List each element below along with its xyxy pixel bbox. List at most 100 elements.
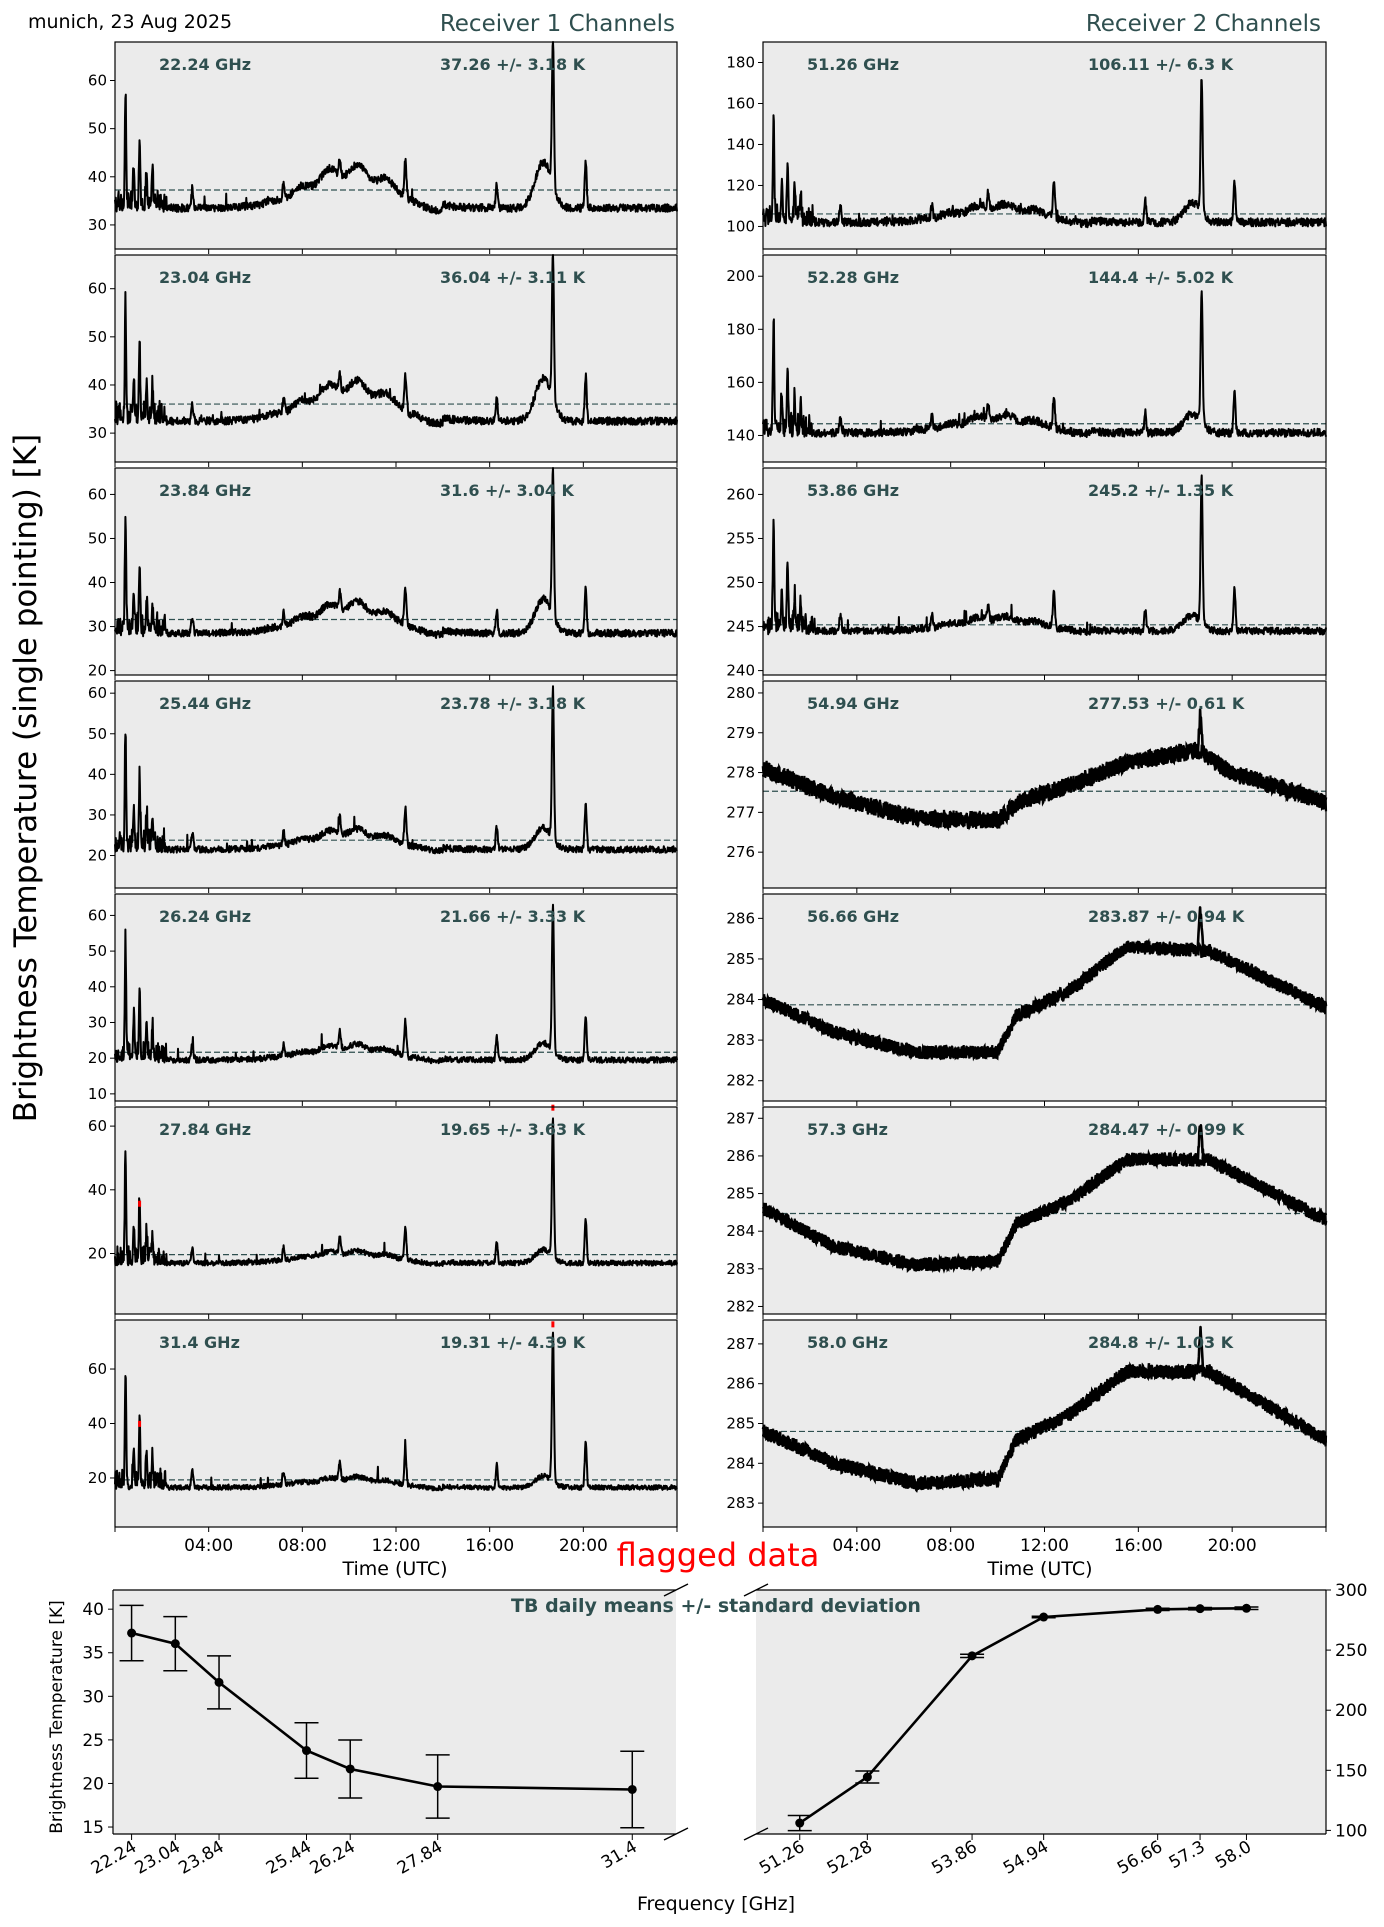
panel-22-24-ghz: 30 40 50 60 22.24 GHz 37.26 +/- 3.18 K: [88, 41, 678, 254]
summary-left-y-tick-label: 25: [82, 1731, 104, 1751]
y-tick-label: 40: [88, 168, 107, 186]
summary-right-y-tick-label: 150: [1335, 1761, 1367, 1781]
y-tick-label: 286: [726, 909, 755, 927]
y-tick-label: 240: [726, 662, 755, 680]
series-line: [114, 254, 678, 428]
y-tick-label: 30: [88, 618, 107, 636]
summary-left-point: [433, 1782, 443, 1792]
y-tick-label: 60: [88, 485, 107, 503]
x-tick-label: 20:00: [559, 1536, 608, 1556]
y-tick-label: 50: [88, 725, 107, 743]
summary-right-point: [795, 1818, 805, 1828]
series-line: [114, 685, 678, 855]
y-tick-label: 282: [726, 1297, 755, 1315]
y-tick-label: 260: [726, 485, 755, 503]
y-tick-label: 283: [726, 1260, 755, 1278]
x-tick-label: 04:00: [832, 1536, 881, 1556]
series-line: [762, 474, 1327, 636]
stat-annotation: 106.11 +/- 6.3 K: [1088, 55, 1234, 74]
x-tick-label: 04:00: [184, 1536, 233, 1556]
location-date-label: munich, 23 Aug 2025: [28, 11, 232, 33]
summary-left-y-tick-label: 35: [82, 1644, 104, 1664]
summary-right-background: [756, 1590, 1326, 1834]
y-tick-label: 30: [88, 216, 107, 234]
freq-annotation: 53.86 GHz: [807, 481, 899, 500]
series-line: [114, 467, 678, 639]
panel-54-94-ghz: 276 277 278 279 280 54.94 GHz 277.53 +/- 0.61 …: [726, 680, 1328, 893]
series-line: [114, 1331, 678, 1492]
stat-annotation: 19.31 +/- 4.39 K: [440, 1333, 586, 1352]
summary-right-x-tick-label: 58.0: [1212, 1837, 1255, 1873]
summary-right-point: [862, 1772, 872, 1782]
y-tick-label: 286: [726, 1147, 755, 1165]
summary-right-point: [967, 1651, 977, 1661]
summary-left-x-tick-label: 25.44: [263, 1837, 315, 1879]
y-tick-label: 277: [726, 803, 755, 821]
freq-annotation: 25.44 GHz: [159, 694, 251, 713]
summary-right-point: [1195, 1604, 1205, 1614]
y-tick-label: 20: [88, 1244, 107, 1262]
freq-annotation: 22.24 GHz: [159, 55, 251, 74]
x-tick-label: 12:00: [372, 1536, 421, 1556]
stat-annotation: 19.65 +/- 3.63 K: [440, 1120, 586, 1139]
summary-left-y-tick-label: 40: [82, 1600, 104, 1620]
flagged-marker: [551, 1104, 555, 1111]
panel-26-24-ghz: 10 20 30 40 50 60 26.24 GHz 21.66 +/- 3.33 K: [88, 893, 678, 1106]
y-tick-label: 40: [88, 978, 107, 996]
panel-58-0-ghz: 283 284 285 286 287 04:00 08:00 12:00 16:00 20:00…: [726, 1319, 1328, 1556]
y-tick-label: 276: [726, 843, 755, 861]
y-tick-label: 283: [726, 1494, 755, 1512]
y-tick-label: 20: [88, 662, 107, 680]
y-tick-label: 140: [726, 135, 755, 153]
panel-background: [115, 255, 677, 462]
summary-right-y-tick-label: 300: [1335, 1581, 1367, 1601]
y-tick-label: 60: [88, 280, 107, 298]
y-tick-label: 20: [88, 1049, 107, 1067]
flagged-marker: [551, 1321, 555, 1328]
summary-left-point: [214, 1677, 224, 1687]
y-tick-label: 120: [726, 176, 755, 194]
series-band: [761, 740, 1328, 832]
panel-23-84-ghz: 20 30 40 50 60 23.84 GHz 31.6 +/- 3.04 K: [88, 467, 678, 680]
panel-background: [115, 1107, 677, 1314]
summary-right-y-tick-label: 100: [1335, 1821, 1367, 1841]
flagged-marker: [138, 1200, 142, 1207]
y-tick-label: 180: [726, 53, 755, 71]
series-line: [762, 79, 1327, 229]
summary-left-point: [627, 1784, 637, 1794]
flagged-data-legend: flagged data: [617, 1536, 820, 1574]
freq-annotation: 52.28 GHz: [807, 268, 899, 287]
panel-27-84-ghz: 20 40 60 27.84 GHz 19.65 +/- 3.63 K: [88, 1104, 678, 1319]
y-tick-label: 250: [726, 574, 755, 592]
x-tick-label: 20:00: [1208, 1536, 1257, 1556]
y-tick-label: 40: [88, 765, 107, 783]
y-tick-label: 278: [726, 764, 755, 782]
summary-right-point: [1153, 1604, 1163, 1614]
y-tick-label: 30: [88, 806, 107, 824]
x-tick-label: 12:00: [1020, 1536, 1069, 1556]
panel-background: [115, 681, 677, 888]
y-tick-label: 280: [726, 684, 755, 702]
flagged-marker: [138, 1420, 142, 1427]
rx1-x-axis-label: Time (UTC): [341, 1558, 447, 1580]
y-tick-label: 40: [88, 1181, 107, 1199]
receiver1-title: Receiver 1 Channels: [440, 11, 675, 37]
series-band: [761, 1148, 1328, 1274]
summary-left-point: [127, 1628, 137, 1638]
summary-left-x-tick-label: 22.24: [88, 1837, 140, 1879]
axis-break-mark: [663, 1827, 689, 1841]
summary-right-y-tick-label: 200: [1335, 1701, 1367, 1721]
series-line: [114, 1117, 678, 1267]
summary-right-y-tick-label: 250: [1335, 1641, 1367, 1661]
freq-annotation: 27.84 GHz: [159, 1120, 251, 1139]
y-tick-label: 50: [88, 942, 107, 960]
stat-annotation: 31.6 +/- 3.04 K: [440, 481, 575, 500]
y-tick-label: 60: [88, 906, 107, 924]
panel-31-4-ghz: 20 40 60 04:00 08:00 12:00 16:00 20:00 31.4 GHz 1…: [88, 1319, 678, 1556]
y-tick-label: 50: [88, 328, 107, 346]
y-tick-label: 285: [726, 1185, 755, 1203]
axis-break-mark: [663, 1583, 689, 1597]
y-tick-label: 60: [88, 72, 107, 90]
summary-left-y-tick-label: 15: [82, 1818, 104, 1838]
